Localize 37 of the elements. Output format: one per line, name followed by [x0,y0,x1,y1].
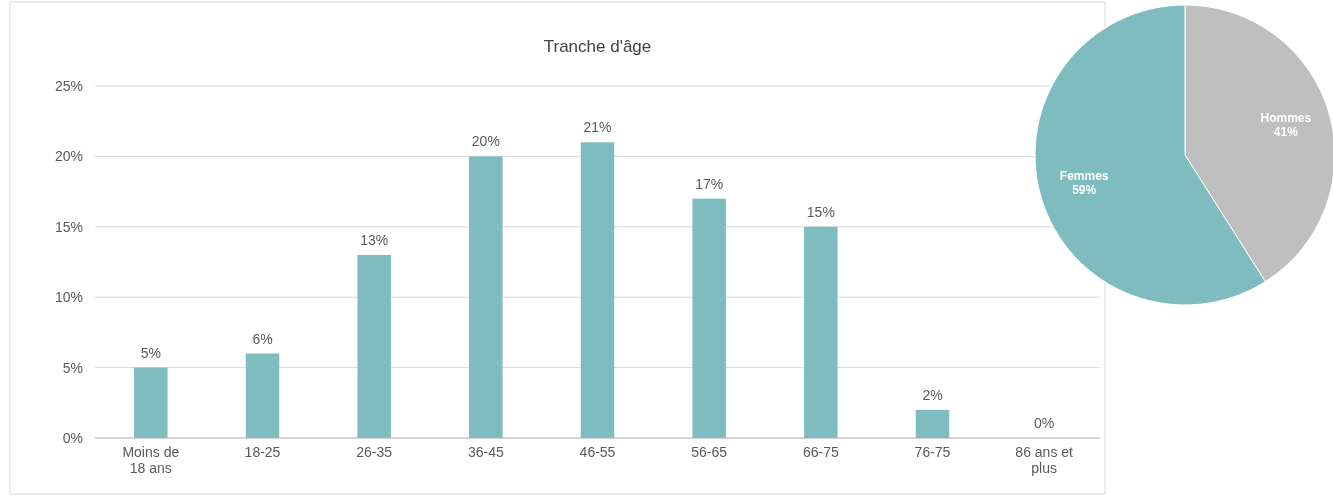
data-label: 13% [360,231,389,248]
x-tick-label: 46-55 [579,444,616,460]
x-tick-label: 18-25 [244,444,281,460]
x-tick-label: 66-75 [802,444,839,460]
bar [469,156,503,438]
bar [692,198,726,438]
y-tick-label: 20% [54,148,83,165]
data-label: 17% [695,175,724,192]
y-tick-label: 25% [54,78,83,94]
chart-title: Tranche d'âge [543,37,652,56]
data-label: 2% [922,386,943,403]
bar [357,254,391,438]
slice-label: Hommes [1260,110,1312,125]
x-tick-label: 26-35 [356,444,393,460]
data-label: 59% [1072,183,1097,198]
y-tick-label: 15% [54,218,83,235]
data-label: 6% [252,330,273,347]
x-tick-label: 56-65 [691,444,728,460]
bar [134,367,168,438]
data-label: 5% [140,344,161,361]
bar [804,226,838,438]
y-tick-label: 0% [62,430,83,446]
y-tick-label: 10% [54,289,83,306]
x-tick-label: Moins de 18 ans [122,444,180,476]
data-label: 15% [806,203,835,220]
bar [915,409,950,438]
data-label: 0% [1034,415,1055,431]
bar [580,142,615,438]
slice-label: Femmes [1059,169,1109,184]
x-tick-label: 36-45 [467,444,504,460]
data-label: 21% [583,119,612,136]
x-tick-label: 86 ans et plus [1015,444,1074,476]
y-tick-label: 5% [62,359,83,376]
data-label: 41% [1273,124,1299,139]
x-tick-label: 76-75 [914,444,951,460]
bar [245,353,280,438]
data-label: 20% [471,133,500,150]
